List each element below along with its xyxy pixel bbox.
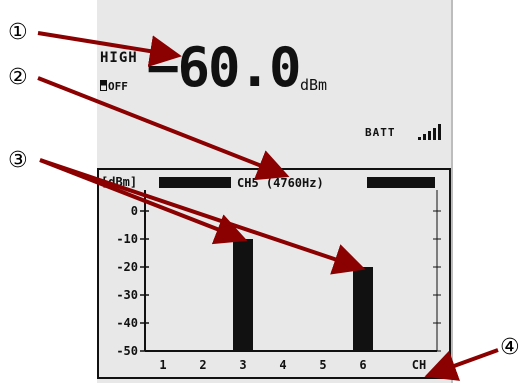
x-tick-label: 2 bbox=[199, 358, 206, 372]
annotation-3: ③ bbox=[8, 148, 28, 173]
battery-label: BATT bbox=[365, 126, 396, 139]
x-tick-label: 5 bbox=[319, 358, 326, 372]
y-tick-label: -10 bbox=[116, 232, 138, 246]
annotation-1: ① bbox=[8, 20, 28, 45]
battery-signal-icon bbox=[418, 124, 442, 140]
x-tick-label: 4 bbox=[279, 358, 286, 372]
arrow-1 bbox=[37, 31, 182, 67]
arrow-2 bbox=[37, 76, 290, 181]
y-tick-label: -20 bbox=[116, 260, 138, 274]
lcd-edge bbox=[451, 0, 453, 383]
arrow-3b bbox=[39, 158, 366, 275]
y-tick-label: -50 bbox=[116, 344, 138, 358]
x-tick-label: 6 bbox=[359, 358, 366, 372]
x-tick-label: 3 bbox=[239, 358, 246, 372]
toggle-icon bbox=[100, 80, 107, 91]
annotation-2: ② bbox=[8, 65, 28, 90]
x-tick-label: 1 bbox=[159, 358, 166, 372]
header-fill-left bbox=[159, 177, 231, 188]
arrow-4 bbox=[424, 348, 499, 381]
y-tick-label: -40 bbox=[116, 316, 138, 330]
x-axis-label: CH bbox=[412, 358, 426, 372]
y-tick-label: 0 bbox=[131, 204, 138, 218]
hold-indicator: OFF bbox=[100, 80, 128, 93]
power-unit: dBm bbox=[300, 76, 328, 94]
mode-label: HIGH bbox=[100, 50, 138, 66]
header-fill-right bbox=[367, 177, 435, 188]
annotation-4: ④ bbox=[500, 335, 520, 360]
hold-label: OFF bbox=[108, 80, 128, 93]
bar-ch6 bbox=[353, 267, 373, 351]
y-tick-label: -30 bbox=[116, 288, 138, 302]
bar-ch3 bbox=[233, 239, 253, 351]
